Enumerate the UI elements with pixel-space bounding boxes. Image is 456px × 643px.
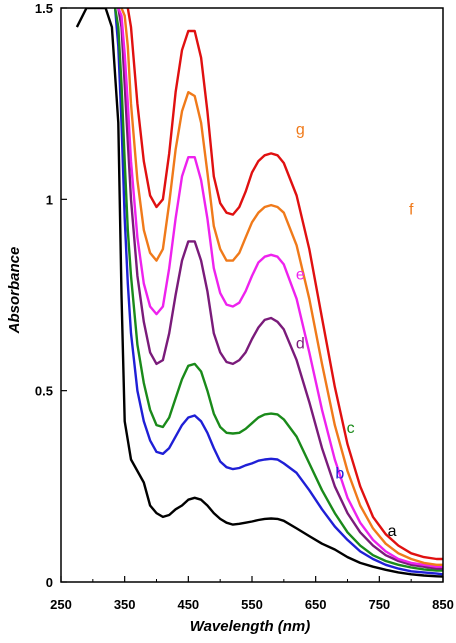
y-tick-label: 0 [46, 575, 53, 590]
curve-label-c: c [347, 420, 355, 437]
x-tick-label: 550 [241, 597, 263, 612]
series-line-b [113, 8, 443, 576]
x-axis-title: Wavelength (nm) [190, 618, 311, 635]
x-tick-label: 450 [177, 597, 199, 612]
axes: 250 350 450 550 650 750 850 0 0.5 1 1.5 [35, 1, 454, 612]
curve-label-b: b [335, 466, 344, 483]
y-tick-label: 0.5 [35, 384, 53, 399]
curve-label-g: g [296, 121, 305, 138]
plot-frame [60, 7, 444, 583]
series-line-g [126, 8, 443, 561]
annotation-layer: a b c d e f g [296, 121, 414, 540]
x-tick-label: 850 [432, 597, 454, 612]
series-line-e [117, 8, 443, 568]
curve-label-f: f [409, 202, 414, 219]
y-tick-label: 1 [46, 192, 53, 207]
series-line-f [120, 8, 443, 566]
series-line-d [117, 8, 443, 570]
series-layer [75, 8, 443, 578]
series-line-c [113, 8, 443, 572]
curve-label-a: a [388, 523, 397, 540]
curve-label-d: d [296, 336, 305, 353]
curve-label-e: e [296, 267, 305, 284]
y-tick-label: 1.5 [35, 1, 53, 16]
series-line-a [75, 8, 443, 578]
y-axis-title: Absorbance [6, 247, 23, 335]
x-tick-label: 750 [368, 597, 390, 612]
x-tick-label: 250 [50, 597, 72, 612]
x-tick-label: 350 [114, 597, 136, 612]
x-tick-label: 650 [305, 597, 327, 612]
